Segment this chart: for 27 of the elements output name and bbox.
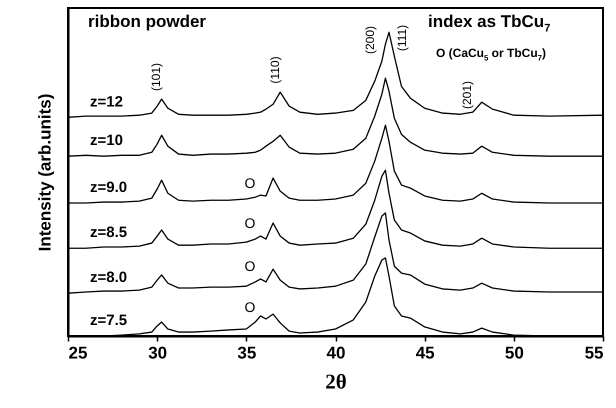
annotation: (101): [149, 62, 163, 92]
series-label: z=8.5: [90, 224, 128, 242]
annotation: index as TbCu$_{7}$: [428, 12, 550, 34]
annotation: O: [244, 215, 256, 231]
x-tick-label: 25: [68, 344, 88, 362]
annotation: (111): [395, 24, 409, 52]
x-tick-label: 55: [584, 344, 604, 362]
annotation: O (CaCu$_{5}$ or TbCu$_{7}$): [436, 46, 546, 62]
series-label: z=12: [90, 93, 123, 110]
x-tick-label: 45: [416, 344, 435, 362]
annotation: (110): [268, 56, 282, 84]
annotation: O: [244, 299, 256, 315]
annotation: O: [244, 258, 256, 274]
x-tick-label: 40: [326, 344, 346, 362]
x-tick-label: 30: [148, 344, 168, 362]
series-label: z=10: [90, 132, 123, 150]
series-label: z=7.5: [90, 312, 128, 329]
annotation: O: [244, 175, 256, 191]
series-label: z=9.0: [90, 178, 128, 196]
annotation: (201): [460, 80, 474, 110]
x-tick-label: 50: [504, 344, 524, 362]
annotation: (200): [363, 26, 377, 54]
x-tick-label: 35: [237, 344, 256, 362]
series-label: z=8.0: [90, 269, 128, 286]
y-axis-title: Intensity (arb.units): [36, 94, 54, 252]
x-axis-title: 2θ: [325, 370, 347, 394]
text: ribbon powder: [88, 12, 206, 32]
